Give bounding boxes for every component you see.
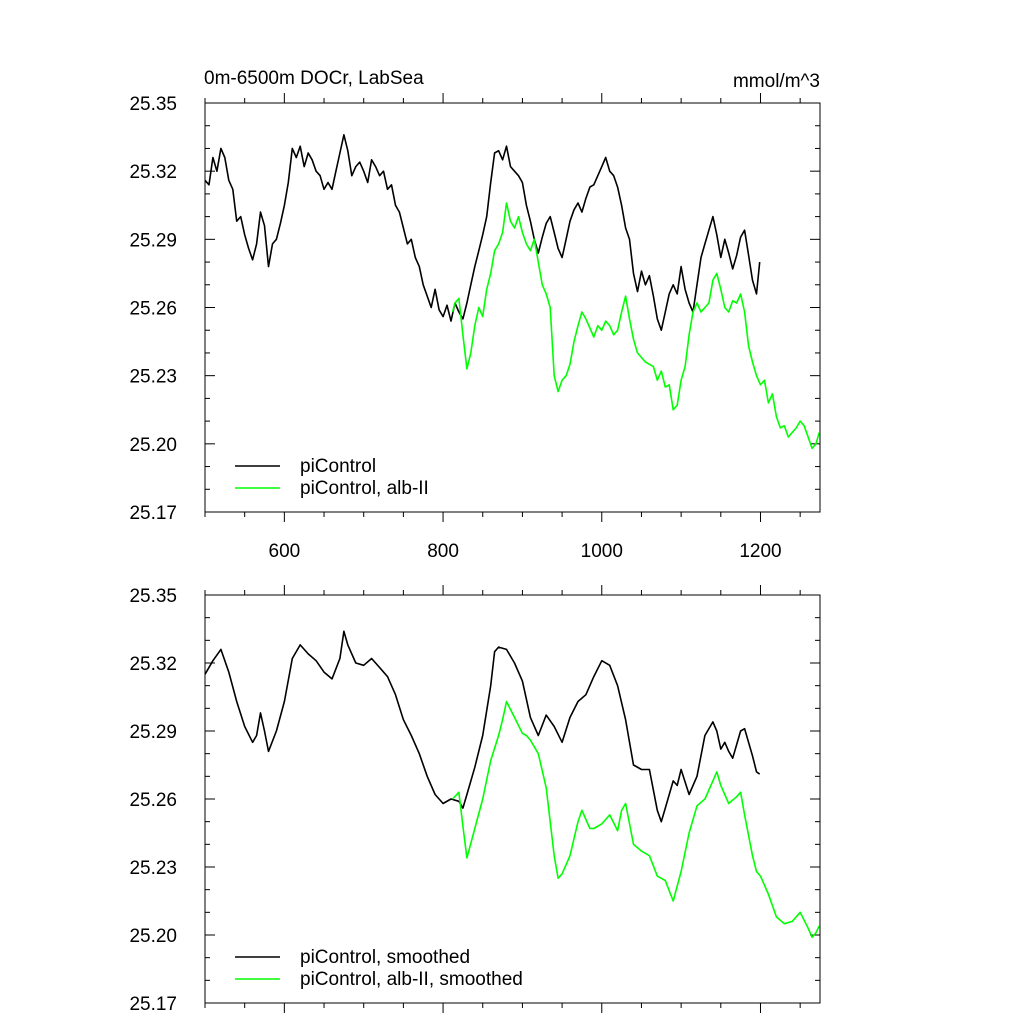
series-line-picontrol-alb-ii (451, 202, 820, 450)
x-tick-label: 800 (427, 541, 459, 562)
x-tick-label: 600 (269, 541, 301, 562)
y-tick-label: 25.20 (129, 926, 177, 947)
y-tick-label: 25.20 (129, 435, 177, 456)
legend-label: piControl (300, 456, 376, 477)
legend-label: piControl, alb-II, smoothed (300, 969, 523, 990)
x-tick-label: 1200 (739, 541, 781, 562)
legend-label: piControl, alb-II (300, 478, 429, 499)
chart-left-title: 0m-6500m DOCr, LabSea (204, 68, 424, 89)
y-tick-label: 25.26 (129, 790, 177, 811)
y-tick-label: 25.23 (129, 858, 177, 879)
legend-label: piControl, smoothed (300, 947, 470, 968)
chart-units-label: mmol/m^3 (733, 71, 820, 92)
y-tick-label: 25.23 (129, 367, 177, 388)
y-tick-label: 25.35 (129, 586, 177, 607)
plot-frame (204, 594, 821, 1004)
series-line-picontrol-alb-ii (452, 700, 820, 939)
y-tick-label: 25.17 (129, 994, 177, 1015)
series-line-picontrol (204, 630, 761, 823)
top-panel: 25.17 25.20 25.23 25.26 25.29 25.32 25.35 600 80… (129, 93, 821, 562)
y-tick-label: 25.35 (129, 94, 177, 115)
x-tick-label: 1000 (581, 541, 623, 562)
y-tick-label: 25.29 (129, 722, 177, 743)
y-tick-label: 25.17 (129, 503, 177, 524)
y-tick-label: 25.29 (129, 230, 177, 251)
y-tick-label: 25.32 (129, 162, 177, 183)
series-line-picontrol (204, 134, 761, 332)
bottom-panel: 25.17 25.20 25.23 25.26 25.29 25.32 25.35 piCon… (129, 585, 821, 1015)
y-tick-label: 25.32 (129, 654, 177, 675)
y-tick-label: 25.26 (129, 299, 177, 320)
plot-frame (204, 102, 821, 513)
